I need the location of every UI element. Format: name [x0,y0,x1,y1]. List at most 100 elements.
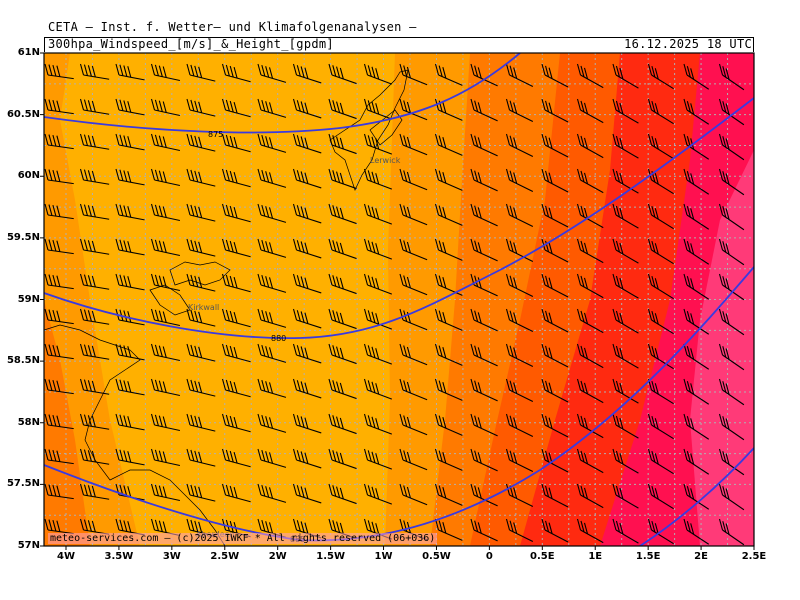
wind-barb [576,343,604,369]
wind-barb [292,308,322,329]
wind-barb [292,448,322,469]
wind-barb [576,238,604,264]
wind-barb [399,343,428,366]
wind-barb [541,273,569,298]
wind-barb [612,98,639,124]
wind-barb [292,343,322,364]
wind-barb [470,413,498,437]
wind-barb [399,133,428,156]
wind-barb [328,483,357,505]
wind-barb [612,63,639,89]
wind-barb [186,98,216,117]
wind-barb [257,413,287,433]
wind-barb [186,413,216,432]
wind-barb [363,238,393,260]
wind-barb [470,343,498,367]
wind-barb [79,308,110,325]
wind-barb [150,98,181,117]
wind-barb [470,98,498,122]
wind-barb [647,238,674,265]
wind-barb [79,63,110,80]
wind-barb [79,343,110,360]
wind-barb [292,98,322,119]
wind-barb [363,273,393,295]
wind-barb [718,518,745,546]
wind-barb [363,448,393,470]
wind-barb [541,168,569,193]
wind-barb [612,238,639,264]
wind-barb [363,98,393,120]
wind-barb [612,483,639,509]
lon-label: 2W [268,551,287,562]
wind-barb [647,63,674,90]
lon-label: 3W [162,551,181,562]
wind-barb [612,413,639,439]
wind-barb [683,63,710,90]
wind-barb [115,203,145,221]
wind-barb [399,168,428,191]
wind-barb [221,308,251,328]
lon-label: 4W [57,551,75,562]
wind-barb [44,98,74,115]
wind-barb [683,308,710,335]
wind-barb [612,273,639,299]
wind-barb [44,203,74,220]
wind-barb [221,98,251,118]
wind-barb [257,238,287,258]
lon-label: 1.5E [635,551,661,562]
wind-barb [399,98,428,121]
wind-barb [79,168,110,185]
wind-barb [612,203,639,229]
wind-barb [221,168,251,188]
wind-barb [434,273,463,296]
wind-barb [683,448,710,475]
wind-barb [221,378,251,398]
copyright-notice: meteo-services.com — (c)2025 IWKF * All … [48,533,438,544]
wind-barb [79,378,110,395]
wind-barb [399,238,428,261]
lon-label: 0.5E [530,551,555,562]
wind-barb [221,238,251,258]
wind-barb [505,168,534,192]
wind-barb [647,308,674,335]
wind-barb [505,343,534,367]
wind-barb [434,238,463,261]
wind-barb [115,238,145,256]
wind-barb [576,413,604,439]
height-contours [44,53,754,546]
lon-label: 2E [694,551,708,562]
wind-barb [470,63,498,87]
lat-label: 58N [17,416,40,428]
wind-barb [647,98,674,125]
wind-barb [683,203,710,230]
wind-barb [257,98,287,118]
wind-barb [505,378,534,402]
wind-barb [257,448,287,468]
wind-barb [150,343,181,362]
wind-barb [44,273,74,290]
wind-barb [150,133,181,152]
wind-barb [257,168,287,188]
wind-barb [505,63,534,87]
wind-barb [541,203,569,228]
wind-barb [399,413,428,436]
wind-barb [470,448,498,472]
wind-barb [718,378,745,406]
wind-barb [328,343,357,365]
wind-barb [718,413,745,441]
wind-barb [44,133,74,150]
wind-barb [718,63,745,91]
wind-barb [363,413,393,435]
wind-barb [470,378,498,402]
wind-barb [150,413,181,432]
wind-barb [115,378,145,396]
wind-barb [186,63,216,82]
wind-barb [115,168,145,186]
wind-barb [612,133,639,159]
wind-barb [399,378,428,401]
wind-barb [150,483,181,502]
wind-barb [434,448,463,471]
wind-barb [186,483,216,502]
wind-barb [328,238,357,260]
wind-barb [186,273,216,292]
